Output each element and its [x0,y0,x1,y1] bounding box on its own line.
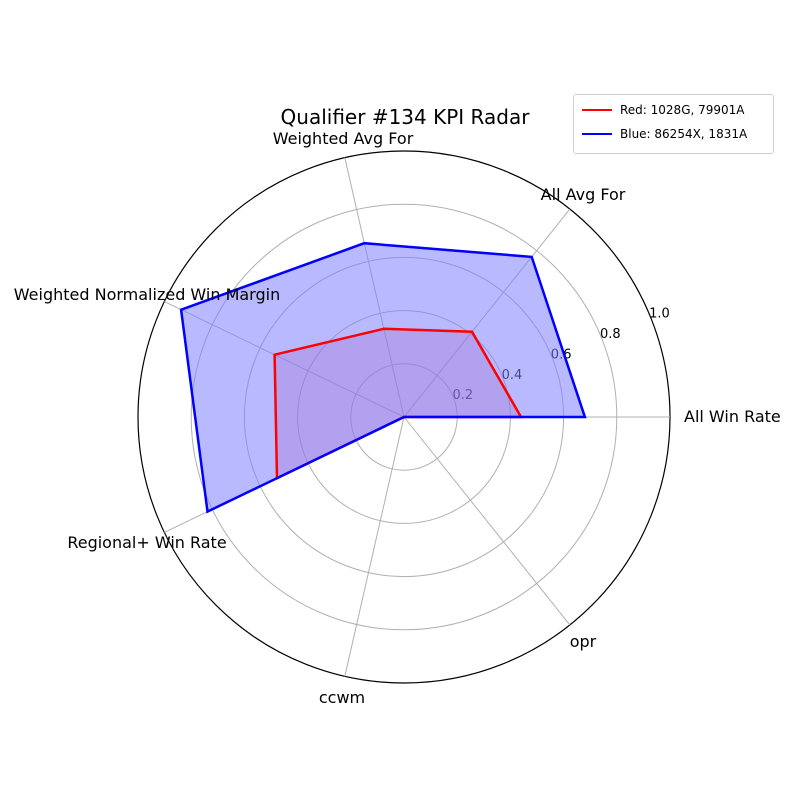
axis-label: opr [570,632,597,651]
legend: Red: 1028G, 79901A Blue: 86254X, 1831A [573,94,774,154]
legend-label-blue: Blue: 86254X, 1831A [620,127,748,141]
axis-labels: All Win Rate All Avg For Weighted Avg For W… [14,129,781,707]
radar-series [179,241,587,514]
radial-tick-label: 1.0 [649,307,670,322]
radar-spoke [403,416,571,626]
axis-label: Regional+ Win Rate [67,533,226,552]
chart-title: Qualifier #134 KPI Radar [281,105,531,129]
radial-tick-label: 0.8 [600,327,621,342]
axis-label: Weighted Avg For [273,129,414,148]
axis-label: All Win Rate [684,407,781,426]
legend-item-blue: Blue: 86254X, 1831A [582,124,747,144]
legend-swatch-red [582,109,612,111]
legend-item-red: Red: 1028G, 79901A [582,100,745,120]
axis-label: ccwm [319,688,365,707]
axis-label: All Avg For [541,185,626,204]
legend-label-red: Red: 1028G, 79901A [620,103,745,117]
legend-swatch-blue [582,133,612,135]
series-fill-1 [181,243,585,512]
series-line-1 [179,241,587,514]
radar-spoke [344,416,405,677]
axis-label: Weighted Normalized Win Margin [14,285,280,304]
